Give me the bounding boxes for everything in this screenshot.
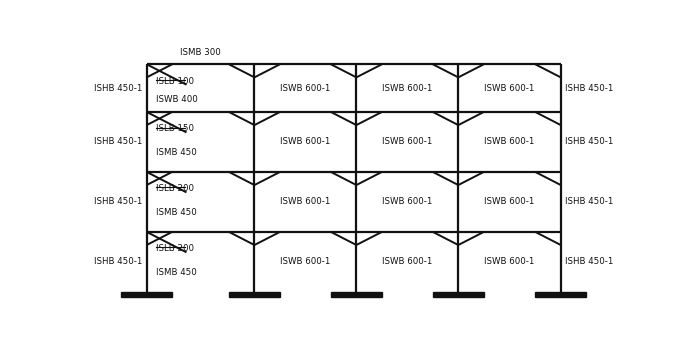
Bar <box>433 292 484 297</box>
Text: ISLB 200: ISLB 200 <box>156 184 195 193</box>
Bar <box>121 292 172 297</box>
Text: ISWB 600-1: ISWB 600-1 <box>280 84 331 93</box>
Text: ISHB 450-1: ISHB 450-1 <box>94 198 142 206</box>
Text: ISMB 450: ISMB 450 <box>156 268 197 277</box>
Text: ISHB 450-1: ISHB 450-1 <box>565 137 613 147</box>
Text: ISWB 600-1: ISWB 600-1 <box>382 84 432 93</box>
Text: ISHB 450-1: ISHB 450-1 <box>94 84 142 93</box>
Text: ISHB 450-1: ISHB 450-1 <box>94 137 142 147</box>
Bar <box>229 292 280 297</box>
Text: ISWB 600-1: ISWB 600-1 <box>382 257 432 267</box>
Text: ISWB 600-1: ISWB 600-1 <box>484 137 535 147</box>
Text: ISHB 450-1: ISHB 450-1 <box>565 84 613 93</box>
Text: ISWB 600-1: ISWB 600-1 <box>484 257 535 267</box>
Text: ISWB 600-1: ISWB 600-1 <box>484 84 535 93</box>
Text: ISMB 450: ISMB 450 <box>156 148 197 158</box>
Text: ISHB 450-1: ISHB 450-1 <box>94 257 142 267</box>
Text: ISWB 600-1: ISWB 600-1 <box>280 257 331 267</box>
Text: ISWB 600-1: ISWB 600-1 <box>280 137 331 147</box>
Text: ISMB 450: ISMB 450 <box>156 209 197 217</box>
Text: ISMB 300: ISMB 300 <box>180 48 221 57</box>
Text: ISHB 450-1: ISHB 450-1 <box>565 257 613 267</box>
Text: ISLB 100: ISLB 100 <box>156 76 195 86</box>
Text: ISWB 600-1: ISWB 600-1 <box>382 137 432 147</box>
Text: ISHB 450-1: ISHB 450-1 <box>565 198 613 206</box>
Bar <box>331 292 382 297</box>
Text: ISLB 150: ISLB 150 <box>156 124 195 133</box>
Text: ISWB 400: ISWB 400 <box>156 95 198 103</box>
Text: ISWB 600-1: ISWB 600-1 <box>484 198 535 206</box>
Text: ISWB 600-1: ISWB 600-1 <box>382 198 432 206</box>
Text: ISLB 200: ISLB 200 <box>156 244 195 253</box>
Bar <box>535 292 586 297</box>
Text: ISWB 600-1: ISWB 600-1 <box>280 198 331 206</box>
